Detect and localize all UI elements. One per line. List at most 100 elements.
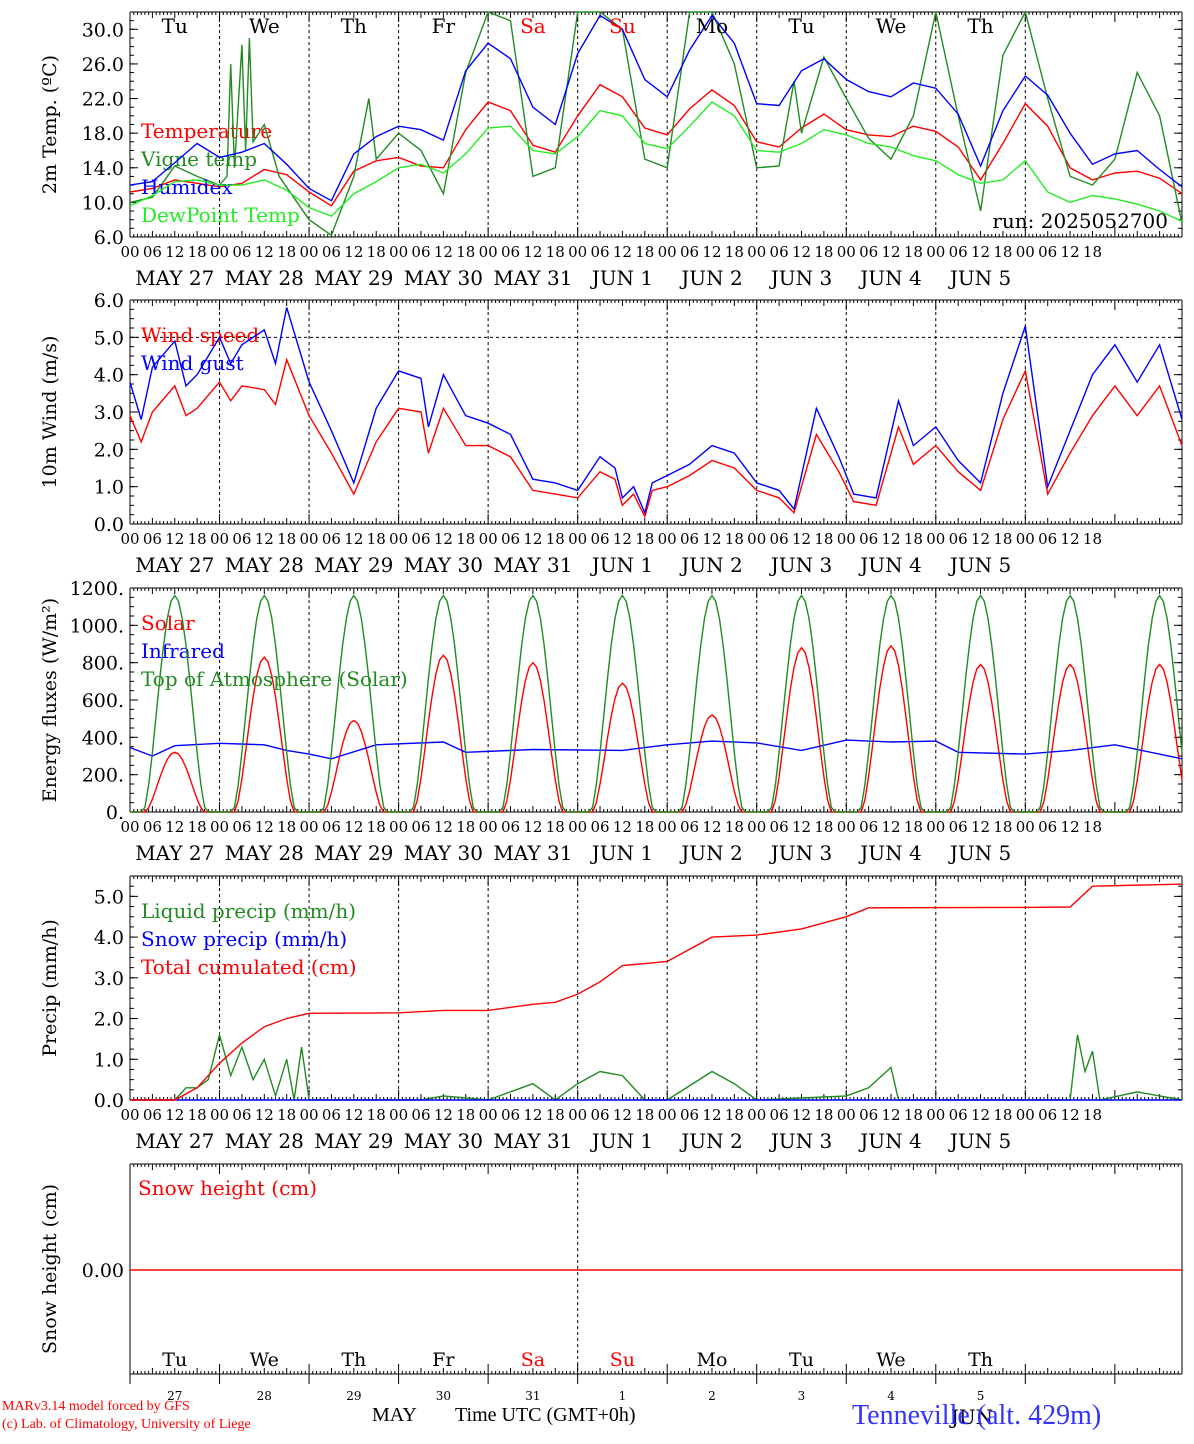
hour-label: 00 xyxy=(568,530,587,548)
hour-label: 18 xyxy=(456,530,475,548)
panel-4: 0.0 1.0 2.0 3.0 4.0 5.0 Precip (mm/h) Liquid pr… xyxy=(39,875,1183,1153)
day-name-top: Mo xyxy=(696,14,729,38)
y-tick-label: 18.0 xyxy=(82,123,124,145)
date-label: MAY 31 xyxy=(493,1129,572,1153)
hour-label: 06 xyxy=(590,818,609,836)
hour-label: 12 xyxy=(165,530,184,548)
y-tick-label: 30.0 xyxy=(82,19,124,41)
day-number: 30 xyxy=(436,1389,451,1403)
legend-wind-speed: Wind speed xyxy=(141,323,259,347)
date-label: MAY 27 xyxy=(135,841,214,865)
hour-label: 06 xyxy=(770,530,789,548)
y-tick-label: 0.0 xyxy=(94,514,124,536)
hour-label: 06 xyxy=(859,1106,878,1124)
hour-label: 06 xyxy=(949,818,968,836)
hour-label: 12 xyxy=(1061,818,1080,836)
hour-label: 18 xyxy=(993,1106,1012,1124)
hour-label: 12 xyxy=(523,530,542,548)
series-total-cumulated-cm- xyxy=(130,883,1183,1101)
y-tick-label: 26.0 xyxy=(82,54,124,76)
date-label: JUN 3 xyxy=(769,266,832,290)
date-label: JUN 5 xyxy=(948,266,1011,290)
hour-label: 00 xyxy=(389,530,408,548)
date-label: MAY 31 xyxy=(493,841,572,865)
hour-label: 18 xyxy=(725,530,744,548)
hour-label: 06 xyxy=(411,1106,430,1124)
hour-label: 18 xyxy=(367,1106,386,1124)
run-annotation: run: 2025052700 xyxy=(992,209,1168,233)
date-label: JUN 2 xyxy=(679,553,742,577)
hour-label: 18 xyxy=(993,818,1012,836)
y-tick-label: 2.0 xyxy=(94,1009,124,1031)
y-tick-label: 5.0 xyxy=(94,327,124,349)
hour-label: 12 xyxy=(881,818,900,836)
panel-5: 0.00 Snow height (cm) Snow height (cm) xyxy=(39,1163,1183,1375)
hour-label: 00 xyxy=(658,530,677,548)
date-label: JUN 5 xyxy=(948,1129,1011,1153)
date-label: JUN 1 xyxy=(590,841,653,865)
hour-label: 00 xyxy=(747,243,766,261)
hour-label: 00 xyxy=(926,818,945,836)
hour-label: 12 xyxy=(881,1106,900,1124)
date-label: MAY 29 xyxy=(314,266,393,290)
hour-label: 18 xyxy=(725,818,744,836)
y-tick-label: 3.0 xyxy=(94,402,124,424)
hour-label: 12 xyxy=(792,818,811,836)
date-label: JUN 5 xyxy=(948,841,1011,865)
date-label: JUN 3 xyxy=(769,553,832,577)
hour-label: 06 xyxy=(143,530,162,548)
date-label: MAY 28 xyxy=(225,266,304,290)
hour-label: 12 xyxy=(792,1106,811,1124)
credit-line-2: (c) Lab. of Climatology, University of L… xyxy=(2,1417,251,1432)
hour-label: 00 xyxy=(300,1106,319,1124)
hour-label: 12 xyxy=(702,818,721,836)
day-name-top: We xyxy=(249,14,280,38)
y-tick-label: 22.0 xyxy=(82,89,124,111)
hour-label: 12 xyxy=(255,243,274,261)
hour-label: 18 xyxy=(725,243,744,261)
y-axis-label: 10m Wind (m/s) xyxy=(39,336,61,489)
hour-label: 18 xyxy=(546,530,565,548)
hour-label: 06 xyxy=(770,1106,789,1124)
day-number: 1 xyxy=(619,1389,627,1403)
hour-label: 12 xyxy=(971,243,990,261)
hour-label: 12 xyxy=(434,243,453,261)
hour-label: 06 xyxy=(322,818,341,836)
day-number: 5 xyxy=(977,1389,985,1403)
day-name-top: We xyxy=(876,14,907,38)
hour-label: 18 xyxy=(456,1106,475,1124)
hour-label: 00 xyxy=(568,818,587,836)
hour-label: 06 xyxy=(859,530,878,548)
hour-label: 18 xyxy=(546,818,565,836)
series-wind-speed xyxy=(129,357,1183,519)
date-label: JUN 3 xyxy=(769,841,832,865)
hour-label: 06 xyxy=(411,530,430,548)
hour-label: 12 xyxy=(344,530,363,548)
date-label: JUN 4 xyxy=(858,841,921,865)
hour-label: 06 xyxy=(590,243,609,261)
day-name-bottom: Mo xyxy=(697,1349,728,1371)
date-label: JUN 1 xyxy=(590,1129,653,1153)
day-name-bottom: Su xyxy=(610,1349,635,1371)
hour-label: 18 xyxy=(188,530,207,548)
day-name-bottom: Fr xyxy=(432,1349,455,1371)
day-number: 31 xyxy=(525,1389,540,1403)
day-number: 29 xyxy=(346,1389,361,1403)
day-name-top: Su xyxy=(609,14,636,38)
hour-label: 18 xyxy=(814,1106,833,1124)
y-tick-label: 400. xyxy=(82,727,124,749)
hour-label: 06 xyxy=(859,818,878,836)
hour-label: 12 xyxy=(165,1106,184,1124)
hour-label: 00 xyxy=(120,530,139,548)
hour-label: 06 xyxy=(1038,243,1057,261)
hour-label: 00 xyxy=(1016,1106,1035,1124)
hour-label: 18 xyxy=(456,818,475,836)
hour-label: 06 xyxy=(232,243,251,261)
hour-label: 06 xyxy=(232,530,251,548)
hour-label: 00 xyxy=(658,1106,677,1124)
y-tick-label: 1.0 xyxy=(94,477,124,499)
hour-label: 00 xyxy=(120,1106,139,1124)
day-name-bottom: Tu xyxy=(789,1349,814,1371)
hour-label: 18 xyxy=(546,1106,565,1124)
day-name-bottom: Th xyxy=(341,1349,366,1371)
